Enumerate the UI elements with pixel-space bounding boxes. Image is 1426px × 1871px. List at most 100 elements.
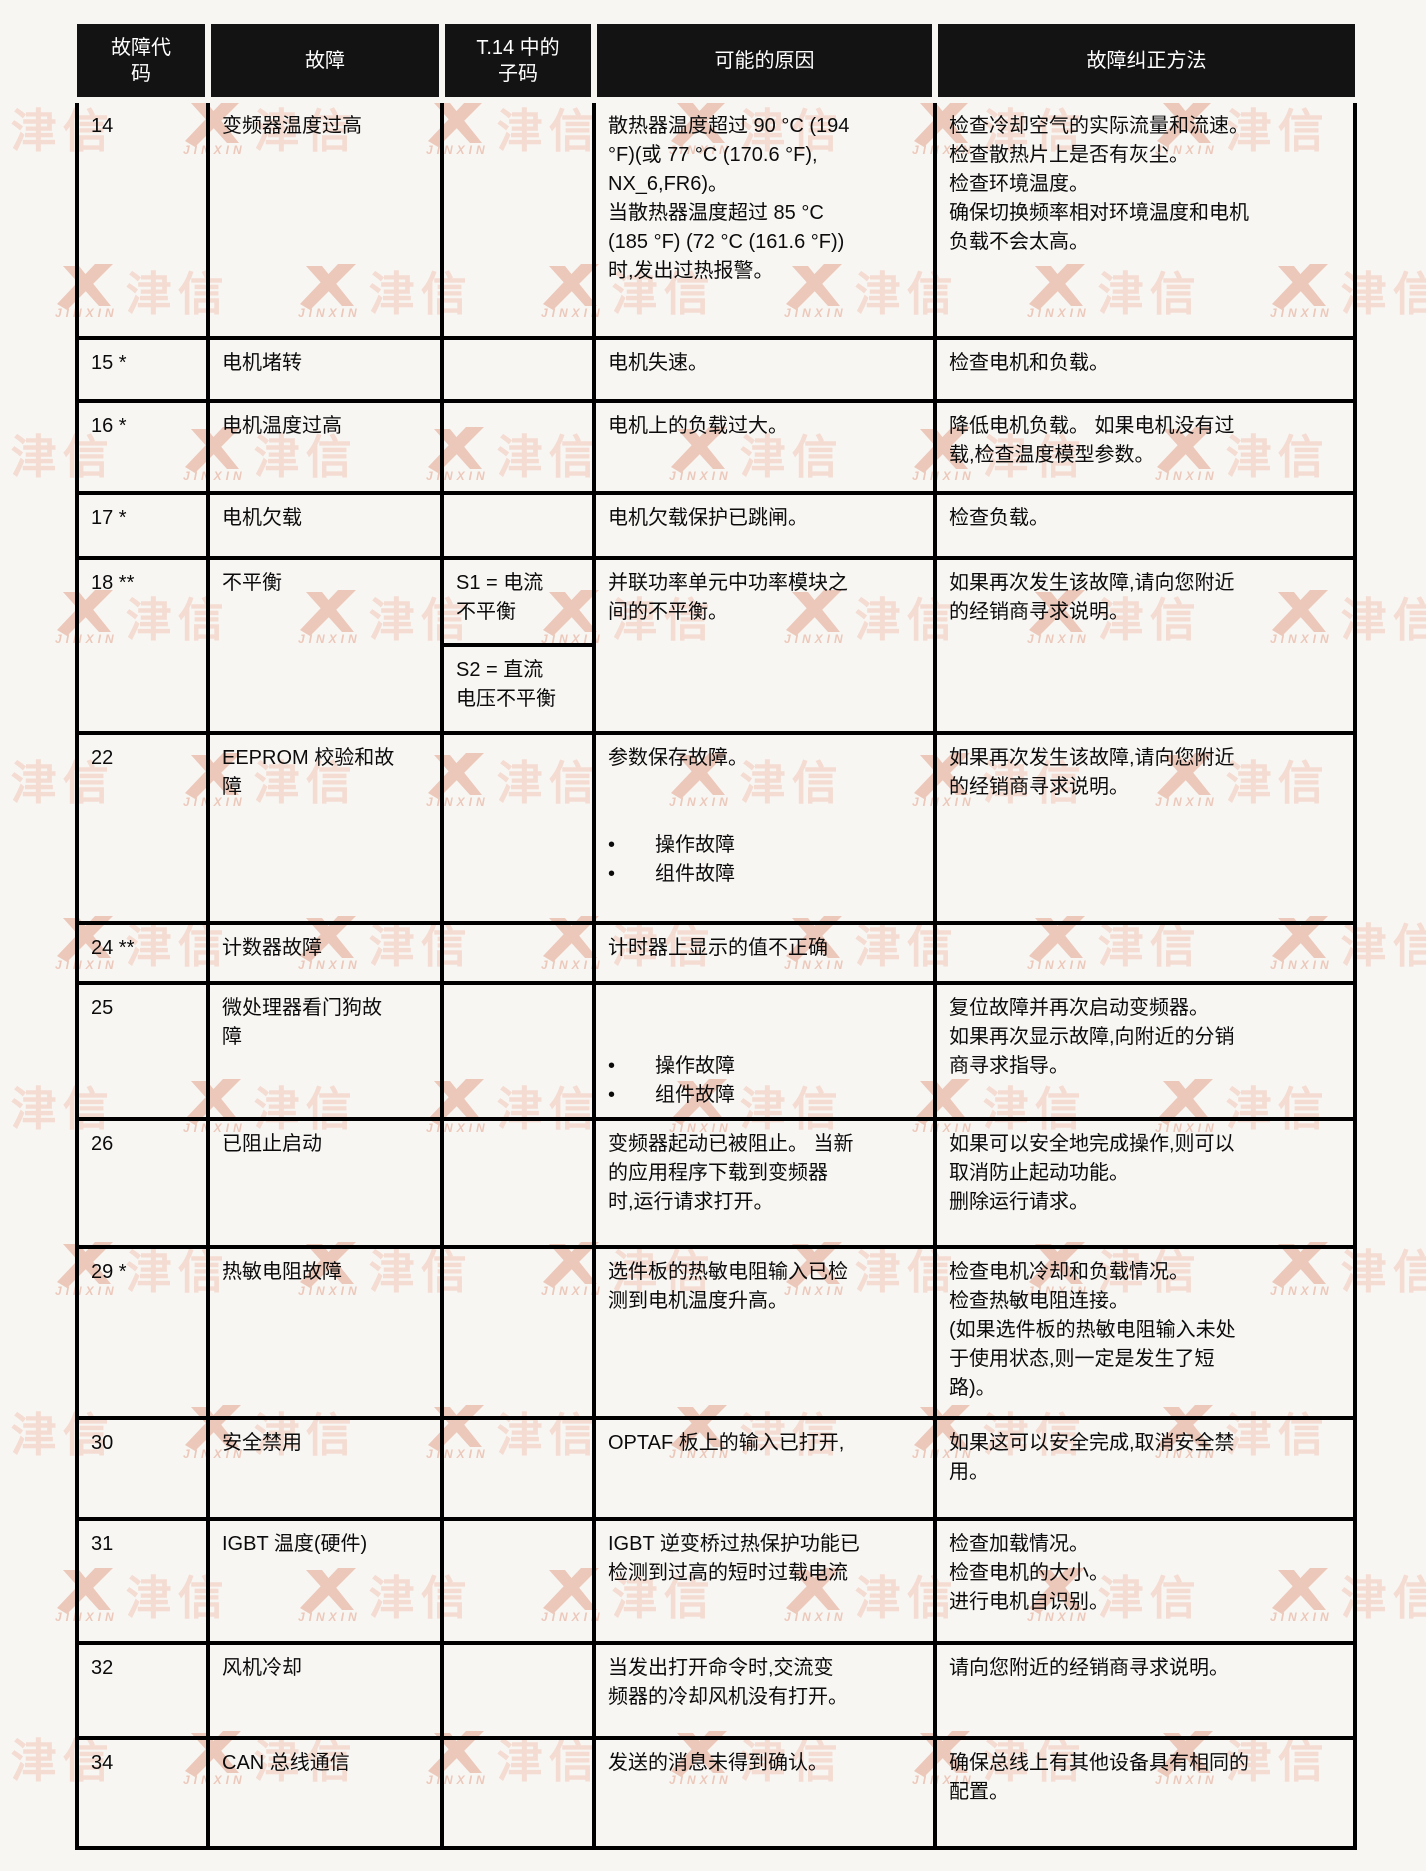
header-cause: 可能的原因 — [591, 24, 938, 103]
fix-cell: 请向您附近的经销商寻求说明。 — [933, 1641, 1357, 1740]
jinxin-x-logo-icon: JINXIN — [0, 1403, 3, 1461]
subcode-cell — [440, 1416, 596, 1521]
fix-cell: 检查加载情况。 检查电机的大小。 进行电机自识别。 — [933, 1517, 1357, 1645]
subcode-cell — [440, 1117, 596, 1249]
subcode-cell — [440, 981, 596, 1121]
fault-code-cell: 29 * — [75, 1245, 210, 1420]
table-row: 14 变频器温度过高 散热器温度超过 90 °C (194 °F)(或 77 °… — [75, 98, 1357, 340]
fault-code-cell: 24 ** — [75, 921, 210, 985]
jinxin-x-logo-icon: JINXIN — [0, 1077, 3, 1135]
fault-code-cell: 25 — [75, 981, 210, 1121]
subcode-cell — [440, 1736, 596, 1850]
fault-cell: 安全禁用 — [206, 1416, 444, 1521]
cause-cell: 并联功率单元中功率模块之 间的不平衡。 — [592, 556, 937, 735]
subcode-cell — [440, 731, 596, 925]
fault-cell: 热敏电阻故障 — [206, 1245, 444, 1420]
header-row: 故障代 码 故障 T.14 中的 子码 可能的原因 故障纠正方法 — [77, 24, 1355, 103]
table-row: 26 已阻止启动 变频器起动已被阻止。 当新 的应用程序下载到变频器 时,运行请… — [75, 1117, 1357, 1249]
fault-code-cell: 32 — [75, 1641, 210, 1740]
fault-cell: 计数器故障 — [206, 921, 444, 985]
fix-cell: 如果可以安全地完成操作,则可以 取消防止起动功能。 删除运行请求。 — [933, 1117, 1357, 1249]
header-subcode: T.14 中的 子码 — [439, 24, 597, 103]
subcode-cell — [440, 1245, 596, 1420]
cause-cell: OPTAF 板上的输入已打开, — [592, 1416, 937, 1521]
fault-cell: 微处理器看门狗故 障 — [206, 981, 444, 1121]
table-row: 25 微处理器看门狗故 障 • 操作故障 • 组件故障 复位故障并再次启动变频器… — [75, 981, 1357, 1121]
cause-cell: 发送的消息未得到确认。 — [592, 1736, 937, 1850]
subcode-cell-s2: S2 = 直流 电压不平衡 — [440, 643, 596, 735]
fault-code-cell: 26 — [75, 1117, 210, 1249]
header-fault: 故障 — [205, 24, 445, 103]
fault-code-cell: 34 — [75, 1736, 210, 1850]
table-row: S2 = 直流 电压不平衡 — [77, 643, 1355, 735]
cause-cell: 电机欠载保护已跳闸。 — [592, 491, 937, 560]
fault-table-container: 故障代 码 故障 T.14 中的 子码 可能的原因 故障纠正方法 14 变频器温… — [75, 24, 1357, 1850]
jinxin-x-logo-icon: JINXIN — [0, 751, 3, 809]
fault-cell: IGBT 温度(硬件) — [206, 1517, 444, 1645]
fault-code-cell: 18 ** — [75, 556, 210, 735]
fix-cell: 检查电机和负载。 — [933, 336, 1357, 403]
subcode-cell — [440, 98, 596, 340]
fix-cell: 降低电机负载。 如果电机没有过 载,检查温度模型参数。 — [933, 399, 1357, 495]
subcode-cell — [440, 1517, 596, 1645]
fault-code-cell: 30 — [75, 1416, 210, 1521]
jinxin-x-logo-icon: JINXIN — [0, 425, 3, 483]
cause-cell: 计时器上显示的值不正确 — [592, 921, 937, 985]
cause-cell: 电机失速。 — [592, 336, 937, 403]
table-row: 29 * 热敏电阻故障 选件板的热敏电阻输入已检 测到电机温度升高。 检查电机冷… — [75, 1245, 1357, 1420]
header-fix: 故障纠正方法 — [932, 24, 1355, 103]
cause-cell: • 操作故障 • 组件故障 — [592, 981, 937, 1121]
jinxin-x-logo-icon: JINXIN — [0, 99, 3, 157]
table-row: 17 * 电机欠载 电机欠载保护已跳闸。 检查负载。 — [75, 491, 1357, 560]
fix-cell: 如果这可以安全完成,取消安全禁 用。 — [933, 1416, 1357, 1521]
fault-code-cell: 16 * — [75, 399, 210, 495]
cause-cell: 参数保存故障。 • 操作故障 • 组件故障 — [592, 731, 937, 925]
fault-cell: 电机温度过高 — [206, 399, 444, 495]
fault-code-cell: 15 * — [75, 336, 210, 403]
fault-cell: 已阻止启动 — [206, 1117, 444, 1249]
table-row: 31 IGBT 温度(硬件) IGBT 逆变桥过热保护功能已 检测到过高的短时过… — [75, 1517, 1357, 1645]
fault-code-cell: 14 — [75, 98, 210, 340]
fault-cell: 不平衡 — [206, 556, 444, 735]
subcode-cell — [440, 399, 596, 495]
cause-cell: 选件板的热敏电阻输入已检 测到电机温度升高。 — [592, 1245, 937, 1420]
cause-cell: 当发出打开命令时,交流变 频器的冷却风机没有打开。 — [592, 1641, 937, 1740]
fault-table: 故障代 码 故障 T.14 中的 子码 可能的原因 故障纠正方法 14 变频器温… — [75, 24, 1357, 1850]
table-row: 16 * 电机温度过高 电机上的负载过大。 降低电机负载。 如果电机没有过 载,… — [75, 399, 1357, 495]
fault-cell: 风机冷却 — [206, 1641, 444, 1740]
subcode-cell — [440, 336, 596, 403]
table-row: 34 CAN 总线通信 发送的消息未得到确认。 确保总线上有其他设备具有相同的 … — [75, 1736, 1357, 1850]
fault-cell: EEPROM 校验和故 障 — [206, 731, 444, 925]
fix-cell: 确保总线上有其他设备具有相同的 配置。 — [933, 1736, 1357, 1850]
subcode-cell — [440, 491, 596, 560]
fix-cell: 如果再次发生该故障,请向您附近 的经销商寻求说明。 — [933, 556, 1357, 735]
table-row: 18 ** 不平衡 S1 = 电流 不平衡 并联功率单元中功率模块之 间的不平衡… — [75, 556, 1357, 735]
table-row: 32 风机冷却 当发出打开命令时,交流变 频器的冷却风机没有打开。 请向您附近的… — [75, 1641, 1357, 1740]
fault-code-cell: 31 — [75, 1517, 210, 1645]
fix-cell: 检查电机冷却和负载情况。 检查热敏电阻连接。 (如果选件板的热敏电阻输入未处 于… — [933, 1245, 1357, 1420]
fault-code-cell: 22 — [75, 731, 210, 925]
table-row: 30 安全禁用 OPTAF 板上的输入已打开, 如果这可以安全完成,取消安全禁 … — [75, 1416, 1357, 1521]
subcode-cell-s1: S1 = 电流 不平衡 — [440, 556, 596, 647]
cause-cell: 散热器温度超过 90 °C (194 °F)(或 77 °C (170.6 °F… — [592, 98, 937, 340]
fix-cell: 检查负载。 — [933, 491, 1357, 560]
fault-code-cell: 17 * — [75, 491, 210, 560]
fault-cell: CAN 总线通信 — [206, 1736, 444, 1850]
fix-cell: 检查冷却空气的实际流量和流速。 检查散热片上是否有灰尘。 检查环境温度。 确保切… — [933, 98, 1357, 340]
cause-cell: 电机上的负载过大。 — [592, 399, 937, 495]
table-row: 22 EEPROM 校验和故 障 参数保存故障。 • 操作故障 • 组件故障 如… — [75, 731, 1357, 925]
table-row: 24 ** 计数器故障 计时器上显示的值不正确 — [75, 921, 1357, 985]
table-row: 15 * 电机堵转 电机失速。 检查电机和负载。 — [75, 336, 1357, 403]
header-fault-code: 故障代 码 — [77, 24, 211, 103]
fault-cell: 电机欠载 — [206, 491, 444, 560]
fix-cell: 如果再次发生该故障,请向您附近 的经销商寻求说明。 — [933, 731, 1357, 925]
jinxin-x-logo-icon: JINXIN — [0, 1729, 3, 1787]
subcode-cell — [440, 1641, 596, 1740]
cause-cell: 变频器起动已被阻止。 当新 的应用程序下载到变频器 时,运行请求打开。 — [592, 1117, 937, 1249]
fix-cell: 复位故障并再次启动变频器。 如果再次显示故障,向附近的分销 商寻求指导。 — [933, 981, 1357, 1121]
fix-cell — [933, 921, 1357, 985]
cause-cell: IGBT 逆变桥过热保护功能已 检测到过高的短时过载电流 — [592, 1517, 937, 1645]
fault-cell: 电机堵转 — [206, 336, 444, 403]
fault-cell: 变频器温度过高 — [206, 98, 444, 340]
subcode-cell — [440, 921, 596, 985]
